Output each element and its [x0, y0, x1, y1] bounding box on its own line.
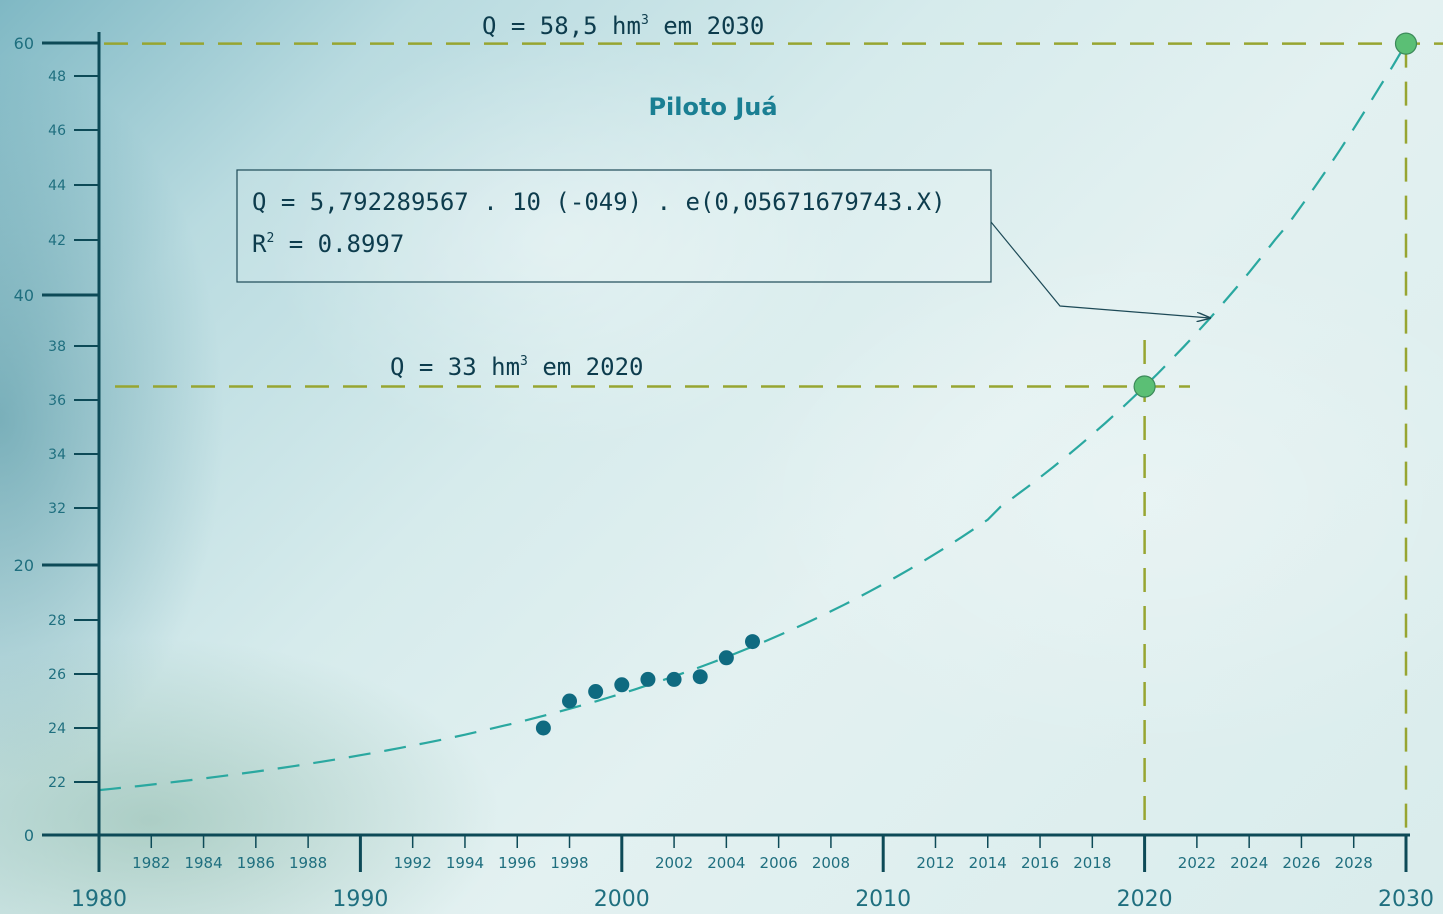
data-point — [692, 669, 708, 685]
x-major-tick-label: 2010 — [855, 887, 911, 912]
x-minor-tick-label: 1986 — [237, 854, 275, 872]
x-minor-tick-label: 1984 — [184, 854, 222, 872]
x-minor-tick-label: 2016 — [1021, 854, 1059, 872]
y-minor-tick-label: 48 — [48, 69, 66, 85]
y-minor-tick-label: 42 — [48, 233, 66, 249]
annotation-2030: Q = 58,5 hm3 em 2030 — [482, 12, 764, 40]
x-minor-tick-label: 2002 — [655, 854, 693, 872]
data-point — [745, 634, 760, 650]
equation-box — [236, 169, 992, 283]
data-point — [614, 677, 630, 693]
trend-curve — [98, 43, 1407, 792]
equation-pointer-arrow — [990, 221, 1210, 318]
projection-point — [1133, 375, 1156, 398]
data-point — [640, 671, 656, 687]
x-minor-tick-label: 2004 — [707, 854, 745, 872]
y-minor-tick-label: 32 — [48, 501, 66, 517]
x-minor-tick-label: 1994 — [446, 854, 484, 872]
data-point — [535, 720, 551, 736]
y-minor-tick-label: 44 — [48, 178, 66, 194]
x-minor-tick-label: 2028 — [1335, 854, 1373, 872]
equation-line-1: Q = 5,792289567 . 10 (-049) . e(0,056716… — [252, 188, 946, 216]
x-minor-tick-label: 1998 — [550, 854, 588, 872]
x-minor-tick-label: 2026 — [1282, 854, 1320, 872]
y-minor-tick-label: 34 — [48, 447, 66, 463]
projection-point — [1394, 32, 1418, 55]
data-point — [588, 684, 604, 700]
data-point — [666, 671, 682, 687]
y-minor-tick-label: 28 — [48, 613, 66, 629]
data-point — [562, 693, 578, 709]
x-minor-tick-label: 2014 — [969, 854, 1007, 872]
trendline — [98, 43, 1407, 792]
x-minor-tick-label: 1996 — [498, 854, 536, 872]
x-minor-tick-label: 2008 — [812, 854, 850, 872]
x-minor-tick-label: 2012 — [916, 854, 954, 872]
equation-line-2: R2 = 0.8997 — [252, 230, 404, 258]
x-minor-tick-label: 2024 — [1230, 854, 1268, 872]
x-minor-tick-label: 2018 — [1073, 854, 1111, 872]
chart-title: Piloto Juá — [648, 93, 777, 121]
x-minor-tick-label: 2006 — [760, 854, 798, 872]
y-minor-tick-label: 24 — [48, 721, 66, 737]
x-tick-labels: 1980 1990 2000 2010 2020 2030 1982 1984 1986 1988… — [71, 854, 1434, 912]
x-minor-tick-label: 1988 — [289, 854, 327, 872]
y-minor-tick-label: 26 — [48, 667, 66, 683]
data-point — [718, 650, 734, 666]
axes — [42, 32, 1410, 872]
x-major-tick-label: 1990 — [332, 887, 388, 912]
y-tick-labels: 0 20 40 60 22 24 26 28 32 34 36 38 42 44 46 48 — [14, 34, 66, 845]
y-minor-tick-label: 38 — [48, 339, 66, 355]
y-major-tick-label: 60 — [14, 34, 34, 53]
x-major-tick-label: 2000 — [594, 887, 650, 912]
annotation-2020: Q = 33 hm3 em 2020 — [390, 353, 643, 381]
y-major-tick-label: 0 — [24, 826, 34, 845]
x-major-tick-label: 2030 — [1378, 887, 1434, 912]
x-minor-tick-label: 1982 — [132, 854, 170, 872]
y-minor-tick-label: 46 — [48, 123, 66, 139]
projection-lines — [104, 42, 1443, 835]
data-points — [535, 32, 1418, 736]
x-major-tick-label: 2020 — [1117, 887, 1173, 912]
y-major-tick-label: 40 — [14, 286, 34, 305]
x-major-tick-label: 1980 — [71, 887, 127, 912]
y-major-tick-label: 20 — [14, 556, 34, 575]
x-minor-tick-label: 1992 — [394, 854, 432, 872]
y-minor-tick-label: 22 — [48, 775, 66, 791]
y-minor-tick-label: 36 — [48, 393, 66, 409]
x-minor-tick-label: 2022 — [1178, 854, 1216, 872]
